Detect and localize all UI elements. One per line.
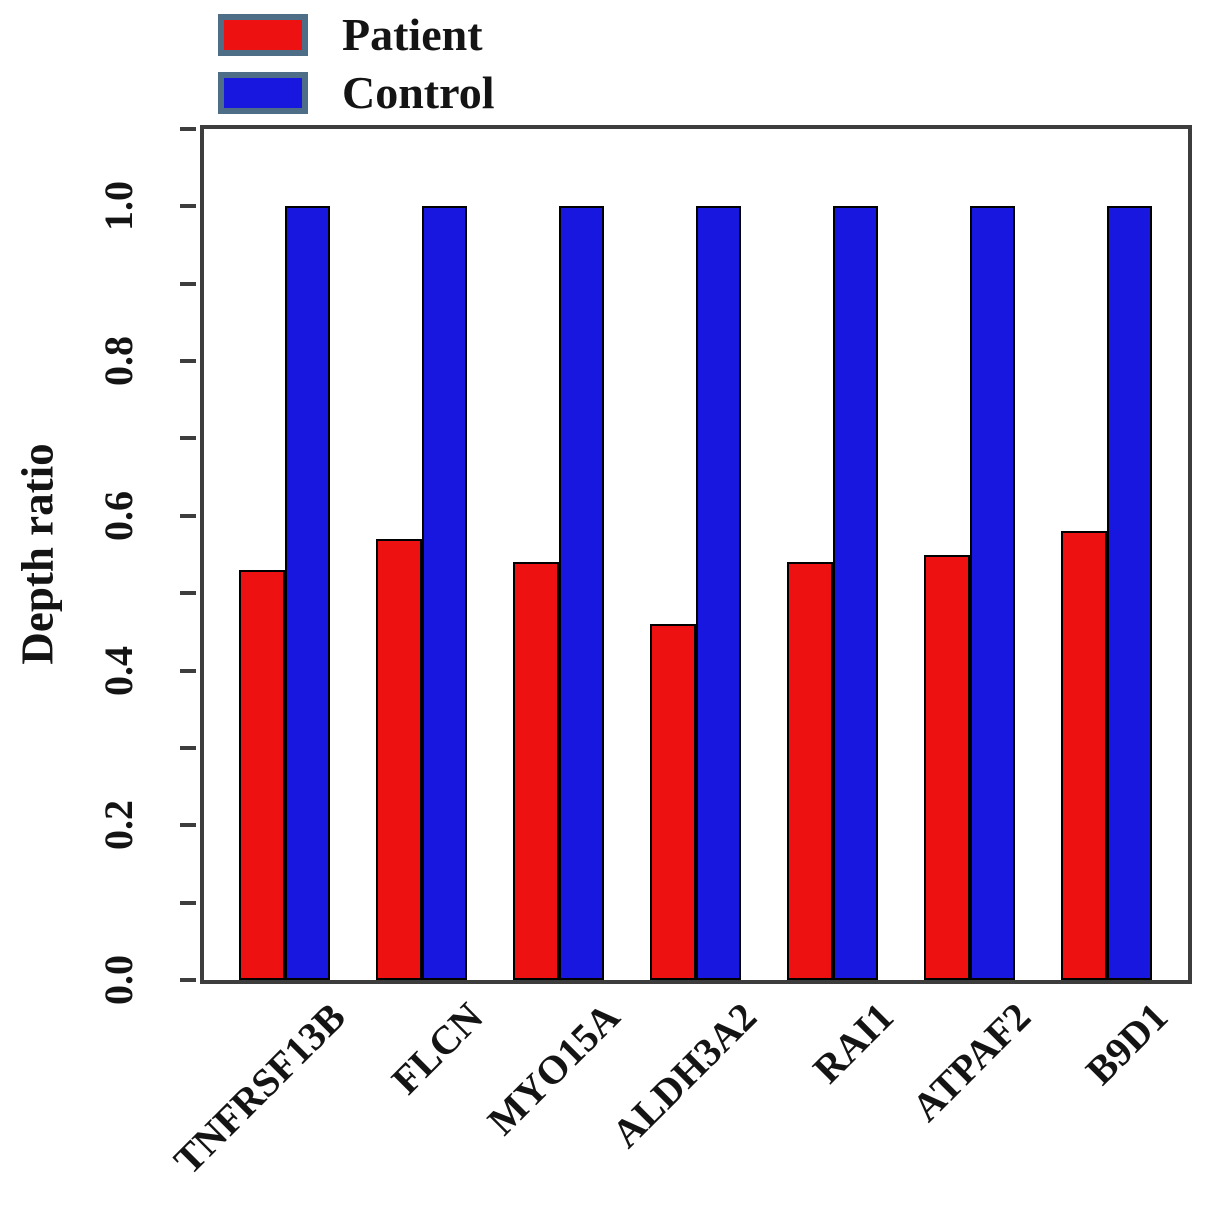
y-tick-label: 0.6: [96, 490, 141, 541]
bar-patient-b9d1: [1061, 531, 1107, 980]
y-axis-tick: [180, 745, 196, 750]
chart-legend: Patient Control: [218, 12, 495, 116]
legend-label-patient: Patient: [342, 9, 483, 60]
y-tick-label: 0.8: [96, 336, 141, 387]
y-axis-tick: [180, 281, 196, 286]
patient-color-swatch: [218, 14, 308, 56]
y-axis-tick: [180, 513, 196, 518]
y-axis-title: Depth ratio: [12, 443, 63, 665]
bar-control-b9d1: [1106, 206, 1152, 980]
y-tick-label: 1.0: [96, 181, 141, 232]
y-axis-tick: [180, 978, 196, 982]
y-axis-tick: [180, 668, 196, 673]
legend-item-patient: Patient: [218, 12, 495, 58]
legend-label-control: Control: [342, 67, 495, 118]
y-axis-tick: [180, 436, 196, 441]
bar-patient-atpaf2: [924, 554, 970, 980]
y-axis-tick: [180, 359, 196, 364]
bar-patient-myo15a: [513, 562, 559, 980]
x-category-label-b9d1: B9D1: [1076, 993, 1177, 1094]
x-category-label-tnfrsf13b: TNFRSF13B: [165, 993, 355, 1183]
y-axis-tick: [180, 127, 196, 131]
bar-control-myo15a: [558, 206, 604, 980]
bar-patient-aldh3a2: [650, 624, 696, 980]
control-color-swatch: [218, 72, 308, 114]
bar-patient-flcn: [376, 539, 422, 980]
y-tick-label: 0.0: [96, 955, 141, 1005]
x-category-label-aldh3a2: ALDH3A2: [602, 993, 766, 1157]
bar-control-atpaf2: [969, 206, 1015, 980]
bar-control-rai1: [832, 206, 878, 980]
plot-area: 0.0 0.2 0.4 0.6 0.8 1.0 TNFRSF13B FLCN MYO15A ALD…: [96, 125, 1192, 1183]
bar-control-aldh3a2: [695, 206, 741, 980]
bar-patient-rai1: [787, 562, 833, 980]
y-axis-tick: [180, 900, 196, 905]
x-category-label-atpaf2: ATPAF2: [903, 993, 1040, 1130]
y-axis-tick: [180, 204, 196, 209]
legend-item-control: Control: [218, 70, 495, 116]
bar-control-flcn: [421, 206, 467, 980]
y-tick-label: 0.4: [96, 645, 141, 696]
x-category-label-flcn: FLCN: [382, 993, 492, 1103]
bar-control-tnfrsf13b: [284, 206, 330, 980]
x-category-label-myo15a: MYO15A: [478, 993, 629, 1144]
y-tick-label: 0.2: [96, 800, 141, 851]
y-axis-tick: [180, 823, 196, 828]
bar-patient-tnfrsf13b: [239, 569, 285, 980]
y-axis-tick: [180, 591, 196, 596]
x-category-label-rai1: RAI1: [804, 993, 903, 1092]
